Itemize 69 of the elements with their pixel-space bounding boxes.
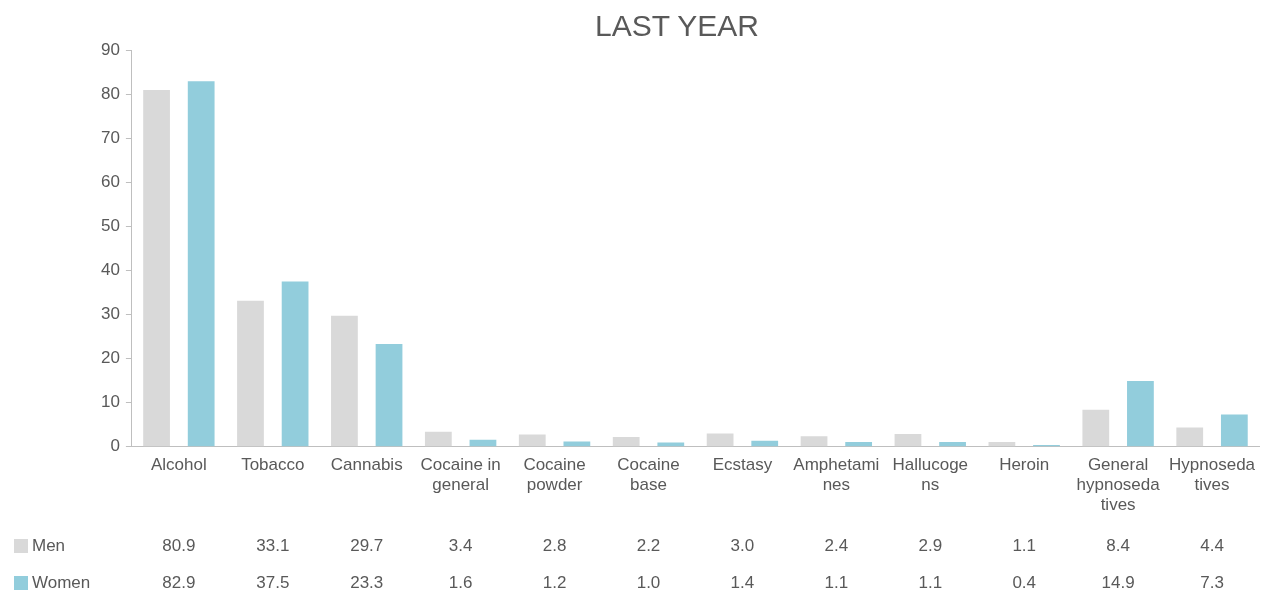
data-label: 3.4: [448, 535, 473, 555]
data-label: 2.9: [918, 535, 943, 555]
x-tick-label: Cocaine in general: [420, 454, 501, 495]
data-label: 37.5: [256, 572, 290, 592]
y-tick-label: 40: [100, 260, 120, 280]
bar: [331, 315, 358, 447]
data-label: 4.4: [1200, 535, 1224, 555]
y-tick-label: 60: [100, 171, 120, 191]
x-tick-label: General hypnosedatives: [1076, 454, 1161, 515]
x-tick-label: Ecstasy: [712, 454, 773, 474]
bar: [143, 90, 170, 447]
data-label: 2.4: [824, 535, 849, 555]
x-tick-label: Hypnosedatives: [1169, 454, 1256, 495]
data-label: 82.9: [162, 572, 196, 592]
bar: [894, 434, 922, 447]
bar: [706, 433, 734, 447]
y-tick-label: 0: [110, 436, 120, 456]
data-label: 1.0: [636, 572, 661, 592]
data-label: 1.4: [730, 572, 755, 592]
bar: [1176, 427, 1204, 447]
bar: [939, 441, 966, 447]
data-label: 7.3: [1200, 572, 1224, 592]
bar: [1220, 414, 1248, 447]
bar: [1082, 409, 1110, 447]
y-tick-label: 50: [100, 216, 120, 236]
x-tick-label: Tobacco: [241, 454, 305, 474]
x-tick-label: Heroin: [999, 454, 1050, 474]
x-tick-label: Cocaine powder: [523, 454, 586, 495]
bar: [612, 437, 640, 447]
data-label: 14.9: [1101, 572, 1135, 592]
chart-title: LAST YEAR: [595, 9, 759, 43]
bar: [187, 81, 215, 447]
bar: [237, 300, 264, 447]
data-label: 1.1: [918, 572, 943, 592]
bar: [988, 441, 1016, 447]
x-tick-label: Cannabis: [330, 454, 403, 474]
y-tick-label: 30: [100, 304, 120, 324]
data-label: 1.1: [1012, 535, 1037, 555]
bar: [518, 434, 546, 447]
x-tick-label: Hallucogens: [892, 454, 969, 495]
x-tick-label: Amphetamines: [793, 454, 880, 495]
legend-label: Women: [32, 572, 91, 592]
data-label: 8.4: [1106, 535, 1130, 555]
data-label: 80.9: [162, 535, 196, 555]
data-label: 3.0: [730, 535, 755, 555]
y-tick-label: 90: [100, 39, 120, 59]
bar: [657, 442, 685, 447]
data-label: 0.4: [1012, 572, 1037, 592]
bar: [845, 441, 873, 447]
bar: [800, 436, 828, 447]
bar: [424, 431, 452, 447]
y-tick-label: 80: [100, 83, 120, 103]
bar: [375, 344, 403, 447]
data-label: 2.2: [636, 535, 661, 555]
y-tick-label: 20: [100, 348, 120, 368]
data-label: 1.2: [542, 572, 567, 592]
data-label: 1.1: [824, 572, 849, 592]
data-label: 33.1: [256, 535, 290, 555]
data-label: 1.6: [448, 572, 473, 592]
legend-label: Men: [32, 535, 66, 555]
y-tick-label: 70: [100, 127, 120, 147]
x-tick-label: Cocaine base: [617, 454, 680, 495]
data-label: 2.8: [542, 535, 567, 555]
bar: [1127, 381, 1154, 447]
y-tick-label: 10: [100, 392, 120, 412]
bar: [281, 281, 309, 447]
data-label: 29.7: [350, 535, 384, 555]
data-label: 23.3: [350, 572, 384, 592]
x-tick-label: Alcohol: [150, 454, 207, 474]
